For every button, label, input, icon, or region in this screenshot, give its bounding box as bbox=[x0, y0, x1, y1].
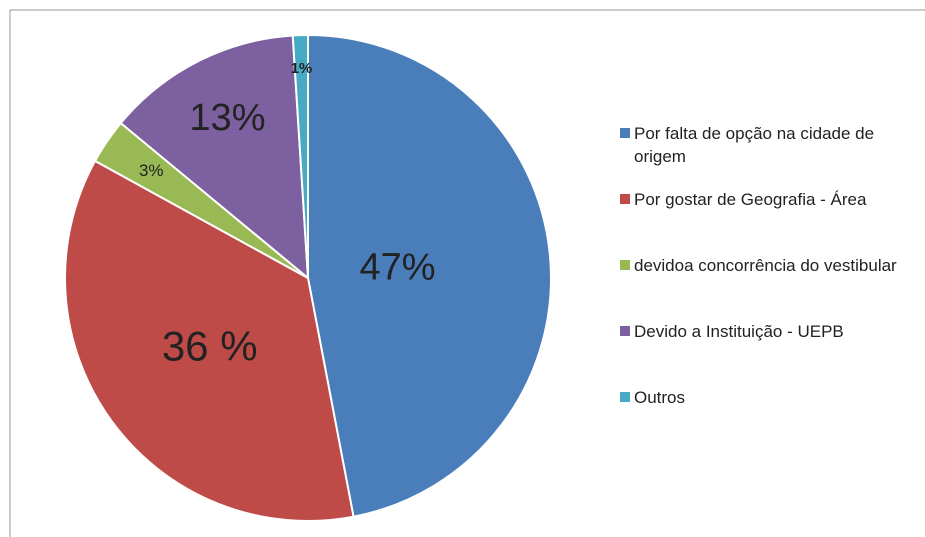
legend-swatch bbox=[620, 194, 630, 204]
data-label: 13% bbox=[189, 97, 265, 139]
legend-label: devidoa concorrência do vestibular bbox=[634, 256, 897, 275]
legend-swatch bbox=[620, 326, 630, 336]
legend: Por falta de opção na cidade de origem Po… bbox=[620, 122, 920, 452]
legend-item: Outros bbox=[620, 386, 920, 452]
legend-swatch bbox=[620, 392, 630, 402]
pie-slice bbox=[64, 159, 355, 522]
data-label: 1% bbox=[291, 60, 313, 77]
legend-label: Devido a Instituição - UEPB bbox=[634, 322, 844, 341]
legend-item: Por falta de opção na cidade de origem bbox=[620, 122, 920, 188]
legend-item: Por gostar de Geografia - Área bbox=[620, 188, 920, 254]
legend-item: devidoa concorrência do vestibular bbox=[620, 254, 920, 320]
data-label: 36 % bbox=[162, 323, 258, 370]
legend-item: Devido a Instituição - UEPB bbox=[620, 320, 920, 386]
data-label: 3% bbox=[139, 161, 164, 180]
data-label: 47% bbox=[359, 247, 435, 289]
legend-label: Outros bbox=[634, 388, 686, 407]
pie-slice bbox=[291, 33, 309, 279]
frame bbox=[9, 9, 925, 537]
pie-slice bbox=[307, 33, 552, 518]
legend-label: Por gostar de Geografia - Área bbox=[634, 190, 867, 209]
legend-label: Por falta de opção na cidade de origem bbox=[634, 124, 875, 166]
pie-slice bbox=[119, 34, 310, 281]
legend-swatch bbox=[620, 260, 630, 270]
legend-swatch bbox=[620, 128, 630, 138]
